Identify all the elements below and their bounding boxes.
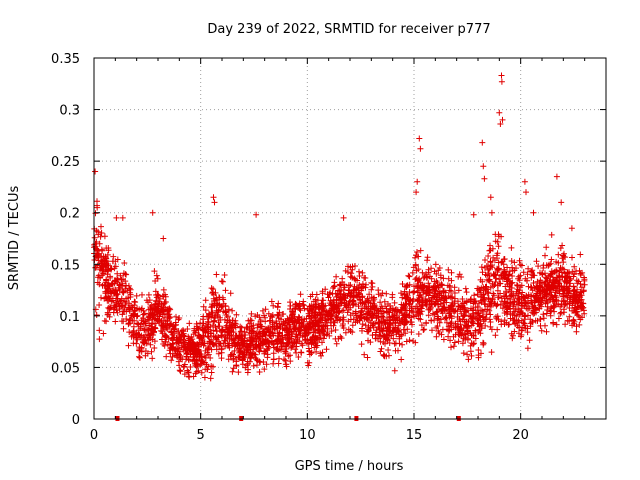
plot-frame (93, 57, 607, 420)
y-tick-label: 0.2 (59, 207, 80, 222)
y-axis-label: SRMTID / TECUs (7, 186, 22, 291)
y-tick-label: 0.15 (51, 258, 80, 273)
y-tick-label: 0.25 (51, 155, 80, 170)
y-tick-labels: 0 0.05 0.1 0.15 0.2 0.25 0.3 0.35 (51, 52, 80, 428)
y-tick-label: 0 (72, 413, 80, 428)
y-tick-label: 0.35 (51, 52, 80, 67)
x-tick-label: 10 (299, 428, 316, 443)
x-tick-label: 20 (512, 428, 529, 443)
y-tick-label: 0.1 (59, 310, 80, 325)
x-axis-label: GPS time / hours (295, 459, 404, 474)
chart-title: Day 239 of 2022, SRMTID for receiver p77… (207, 22, 490, 37)
grid-layer (94, 58, 606, 419)
x-tick-label: 5 (197, 428, 205, 443)
y-tick-label: 0.3 (59, 104, 80, 119)
x-tick-label: 0 (90, 428, 98, 443)
data-points-layer (91, 72, 588, 382)
y-tick-label: 0.05 (51, 361, 80, 376)
ticks-layer (93, 57, 606, 420)
x-tick-labels: 0 5 10 15 20 (90, 428, 529, 443)
x-tick-label: 15 (406, 428, 423, 443)
srmtid-data-points (91, 72, 588, 382)
